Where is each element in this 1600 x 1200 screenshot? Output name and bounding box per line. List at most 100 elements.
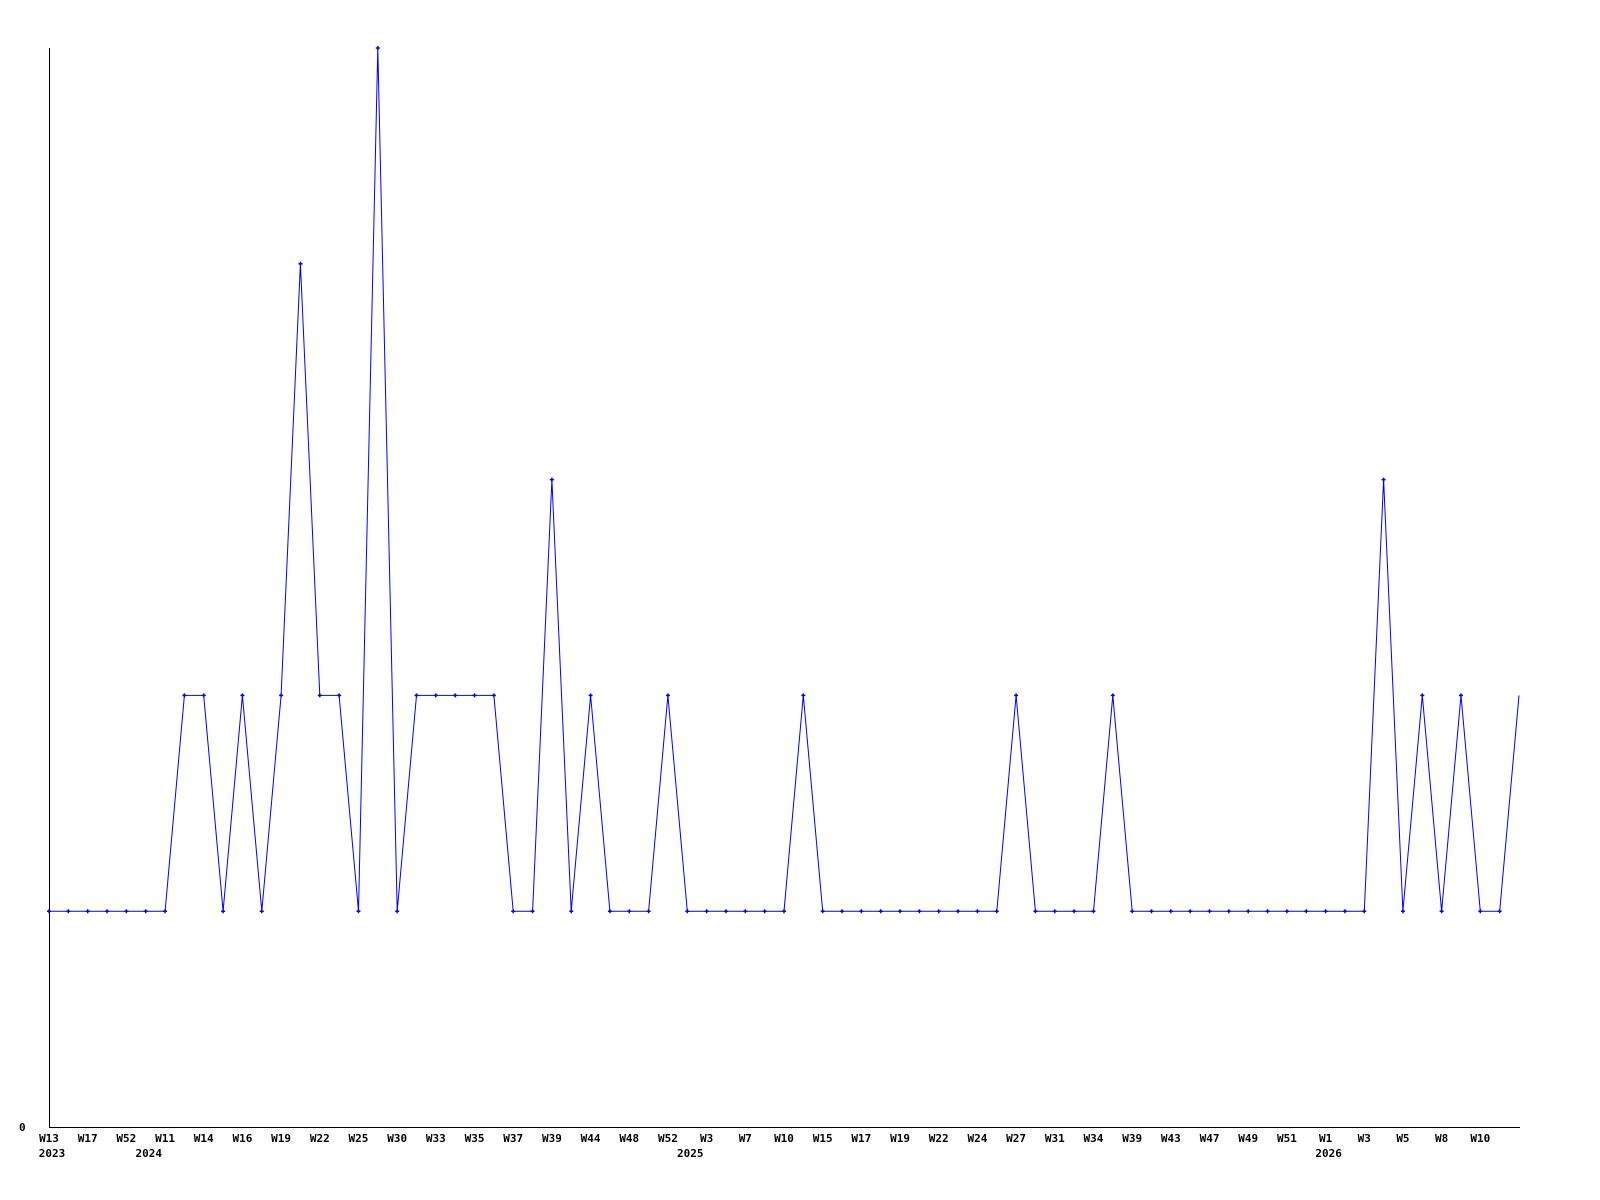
- x-tick-label: W3: [1358, 1132, 1371, 1145]
- data-point: [1207, 909, 1212, 914]
- year-label: 2023: [39, 1147, 66, 1160]
- data-point: [182, 693, 187, 698]
- data-point: [1458, 693, 1463, 698]
- data-point: [782, 909, 786, 914]
- x-tick-label: W34: [1084, 1132, 1104, 1145]
- data-point: [1342, 909, 1347, 914]
- data-point: [607, 909, 612, 914]
- x-tick-label: W11: [155, 1132, 175, 1145]
- data-point: [1284, 909, 1289, 914]
- x-tick-label: W10: [774, 1132, 794, 1145]
- data-point: [801, 693, 806, 698]
- x-tick-label: W39: [542, 1132, 562, 1145]
- data-point: [975, 909, 980, 914]
- data-point: [936, 909, 941, 914]
- data-point: [491, 693, 496, 698]
- data-point: [1149, 909, 1154, 914]
- data-point: [956, 909, 961, 914]
- data-point: [994, 909, 999, 914]
- data-point: [646, 909, 651, 914]
- data-point: [259, 909, 264, 914]
- x-tick-label: W17: [851, 1132, 871, 1145]
- x-tick-label: W52: [116, 1132, 136, 1145]
- x-tick-label: W19: [271, 1132, 291, 1145]
- data-point: [762, 909, 767, 914]
- x-tick-label: W8: [1435, 1132, 1448, 1145]
- x-tick-label: W47: [1200, 1132, 1220, 1145]
- data-point: [356, 909, 361, 914]
- x-tick-label: W16: [232, 1132, 252, 1145]
- data-point: [201, 693, 206, 698]
- year-label: 2024: [135, 1147, 162, 1160]
- data-point: [1168, 909, 1173, 914]
- year-label: 2025: [677, 1147, 704, 1160]
- x-tick-label: W24: [967, 1132, 987, 1145]
- data-point: [1072, 909, 1077, 914]
- data-point: [511, 909, 516, 914]
- x-tick-label: W14: [194, 1132, 214, 1145]
- data-point: [414, 693, 419, 698]
- x-tick-label: W17: [78, 1132, 98, 1145]
- data-point: [1362, 909, 1367, 914]
- data-point: [337, 693, 342, 698]
- data-point: [1246, 909, 1251, 914]
- data-point: [588, 693, 593, 698]
- x-tick-label: W44: [581, 1132, 601, 1145]
- data-point: [685, 909, 690, 914]
- x-tick-label: W31: [1045, 1132, 1065, 1145]
- data-point: [820, 909, 825, 914]
- data-point: [743, 909, 748, 914]
- data-point: [859, 909, 864, 914]
- data-point: [569, 909, 574, 914]
- data-point: [472, 693, 477, 698]
- x-tick-label: W22: [929, 1132, 949, 1145]
- x-tick-label: W48: [619, 1132, 639, 1145]
- data-point: [105, 909, 110, 914]
- data-point: [395, 909, 400, 914]
- data-point: [124, 909, 129, 914]
- x-tick-label: W22: [310, 1132, 330, 1145]
- data-point: [1304, 909, 1309, 914]
- x-tick-label: W33: [426, 1132, 446, 1145]
- data-point: [163, 909, 168, 914]
- data-point: [1497, 909, 1502, 914]
- data-point: [1091, 909, 1096, 914]
- data-point: [1381, 477, 1386, 482]
- x-tick-labels: W13 W17 W52 W11 W14 W16 W19 W22 W25 W30 W33 W35 W37 W…: [39, 1132, 1490, 1145]
- x-tick-label: W30: [387, 1132, 407, 1145]
- data-point: [1323, 909, 1328, 914]
- series-markers: [47, 46, 1502, 914]
- data-point: [1052, 909, 1057, 914]
- data-point: [549, 477, 554, 482]
- data-point: [917, 909, 922, 914]
- data-point: [317, 693, 322, 698]
- data-point: [840, 909, 845, 914]
- data-point: [898, 909, 903, 914]
- x-tick-label: W3: [700, 1132, 713, 1145]
- data-point: [279, 693, 284, 698]
- data-point: [240, 693, 245, 698]
- x-tick-label: W10: [1470, 1132, 1490, 1145]
- data-point: [723, 909, 728, 914]
- x-tick-label: W37: [503, 1132, 523, 1145]
- x-tick-label: W43: [1161, 1132, 1181, 1145]
- year-labels: 2023 2024 2025 2026: [39, 1147, 1342, 1160]
- data-point: [530, 909, 535, 914]
- data-point: [453, 693, 458, 698]
- x-tick-label: W5: [1396, 1132, 1409, 1145]
- data-point: [221, 909, 226, 914]
- x-tick-label: W15: [813, 1132, 833, 1145]
- data-point: [375, 46, 380, 50]
- data-point: [85, 909, 90, 914]
- data-point: [433, 693, 438, 698]
- data-point: [1130, 909, 1135, 914]
- x-tick-label: W51: [1277, 1132, 1297, 1145]
- data-point: [1033, 909, 1038, 914]
- data-point: [1420, 693, 1425, 698]
- x-tick-label: W7: [739, 1132, 752, 1145]
- data-point: [66, 909, 71, 914]
- data-point: [627, 909, 632, 914]
- x-tick-label: W19: [890, 1132, 910, 1145]
- data-point: [1400, 909, 1405, 914]
- data-point: [1439, 909, 1444, 914]
